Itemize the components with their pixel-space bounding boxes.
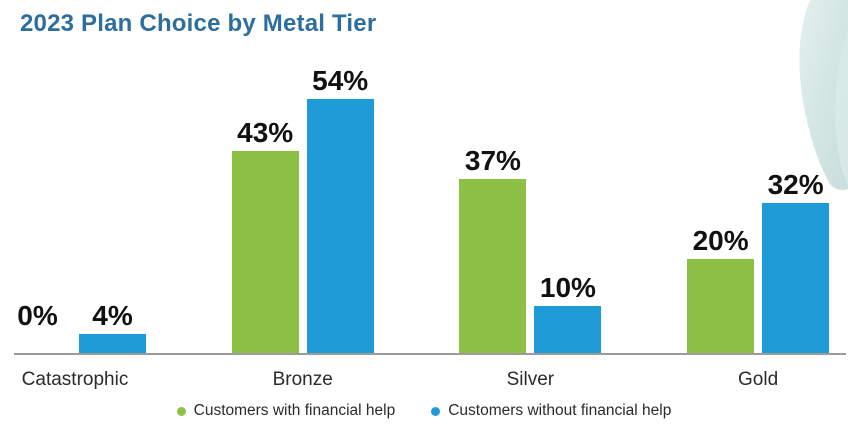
category-label-silver: Silver: [506, 369, 555, 390]
bar-value-label: 0%: [17, 300, 58, 331]
legend-label: Customers without financial help: [448, 402, 672, 419]
category-label-bronze: Bronze: [272, 369, 333, 390]
category-label-gold: Gold: [738, 369, 779, 390]
x-axis-line: [14, 353, 846, 355]
legend-item: Customers without financial help: [431, 402, 671, 421]
bar-chart-plot-area: 0% 4% Catastrophic 43% 54% Bronze 37% 10% Silver…: [14, 65, 846, 390]
bar-value-label: 32%: [767, 169, 824, 200]
legend-label: Customers with financial help: [193, 402, 396, 419]
category-label-catastrophic: Catastrophic: [21, 369, 129, 390]
legend-swatch-icon: [176, 406, 186, 416]
bar-value-label: 4%: [92, 300, 133, 331]
bar-value-label: 20%: [692, 225, 749, 256]
bar-bronze-series-1: [231, 151, 299, 353]
legend-item: Customers with financial help: [176, 402, 396, 421]
bar-silver-series-1: [459, 179, 527, 353]
chart-legend: Customers with financial help Customers w…: [0, 402, 848, 421]
bar-value-label: 10%: [539, 272, 596, 303]
bar-value-label: 54%: [312, 65, 369, 96]
bar-value-label: 43%: [237, 117, 294, 148]
legend-swatch-icon: [431, 406, 441, 416]
bar-gold-series-1: [687, 259, 755, 353]
bar-gold-series-2: [762, 203, 830, 353]
bar-value-label: 37%: [464, 145, 521, 176]
chart-title: 2023 Plan Choice by Metal Tier: [20, 10, 377, 37]
bar-catastrophic-series-2: [79, 334, 146, 353]
bar-silver-series-2: [534, 306, 602, 353]
bar-bronze-series-2: [306, 99, 374, 353]
